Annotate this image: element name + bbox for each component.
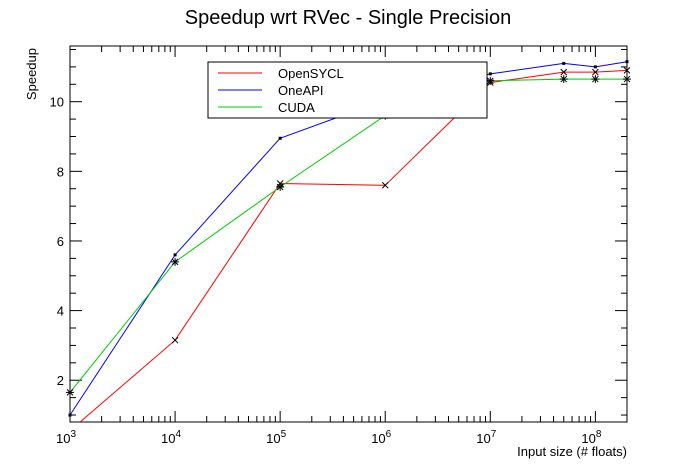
y-axis-label: Speedup: [24, 48, 39, 100]
data-point-opensycl: [381, 181, 389, 189]
plot-frame: [69, 45, 628, 423]
x-tick-label: 105: [266, 429, 286, 446]
data-point-oneapi: [278, 136, 282, 140]
dot-marker: [562, 61, 566, 65]
x-tick-label: 107: [476, 429, 496, 446]
legend-label-opensycl: OpenSYCL: [278, 66, 344, 81]
data-point-opensycl: [623, 67, 631, 74]
dot-marker: [173, 253, 177, 257]
x-tick-label: 108: [581, 429, 601, 446]
dot-marker: [488, 72, 492, 76]
star-marker: [276, 183, 284, 191]
dot-marker: [593, 65, 597, 69]
x-marker: [623, 67, 631, 74]
legend: OpenSYCL OneAPI CUDA: [207, 61, 488, 119]
dot-marker: [278, 136, 282, 140]
data-point-oneapi: [68, 413, 72, 417]
x-marker: [592, 68, 599, 76]
y-tick-label: 10: [50, 95, 64, 110]
star-marker: [486, 77, 494, 85]
data-point-cuda: [623, 75, 631, 84]
series-line-cuda: [70, 78, 627, 393]
x-tick-label: 104: [161, 429, 181, 446]
x-tick-label: 106: [371, 429, 391, 446]
data-point-opensycl: [171, 336, 179, 344]
star-marker: [623, 75, 631, 83]
x-marker: [171, 336, 179, 344]
data-point-oneapi: [593, 65, 597, 69]
y-tick-label: 2: [57, 373, 64, 388]
x-tick-label: 103: [56, 429, 76, 446]
legend-label-oneapi: OneAPI: [278, 83, 324, 98]
dot-marker: [625, 60, 629, 64]
data-point-oneapi: [173, 253, 177, 257]
data-point-oneapi: [562, 61, 566, 65]
star-marker: [171, 258, 179, 266]
series-line-opensycl: [79, 69, 627, 422]
star-marker: [66, 389, 74, 396]
data-point-cuda: [486, 76, 495, 85]
data-point-opensycl: [560, 68, 568, 76]
data-point-cuda: [276, 183, 285, 191]
axis-ticks: 103 104 105 106 107 108 2 4 6 8 10: [50, 46, 628, 446]
data-point-oneapi: [488, 72, 492, 76]
data-point-cuda: [559, 75, 568, 84]
y-tick-label: 4: [57, 304, 64, 319]
data-point-cuda: [591, 75, 600, 84]
data-point-cuda: [66, 388, 74, 397]
x-marker: [560, 68, 568, 76]
x-marker: [381, 181, 389, 189]
y-tick-label: 8: [57, 164, 64, 179]
y-tick-label: 6: [57, 234, 64, 249]
star-marker: [592, 75, 599, 83]
legend-label-cuda: CUDA: [278, 100, 315, 115]
star-marker: [560, 75, 568, 83]
dot-marker: [68, 413, 72, 417]
x-axis-label: Input size (# floats): [517, 444, 627, 459]
chart-title: Speedup wrt RVec - Single Precision: [185, 7, 511, 29]
data-point-opensycl: [592, 68, 599, 76]
data-point-oneapi: [625, 60, 629, 64]
data-point-cuda: [171, 257, 180, 266]
